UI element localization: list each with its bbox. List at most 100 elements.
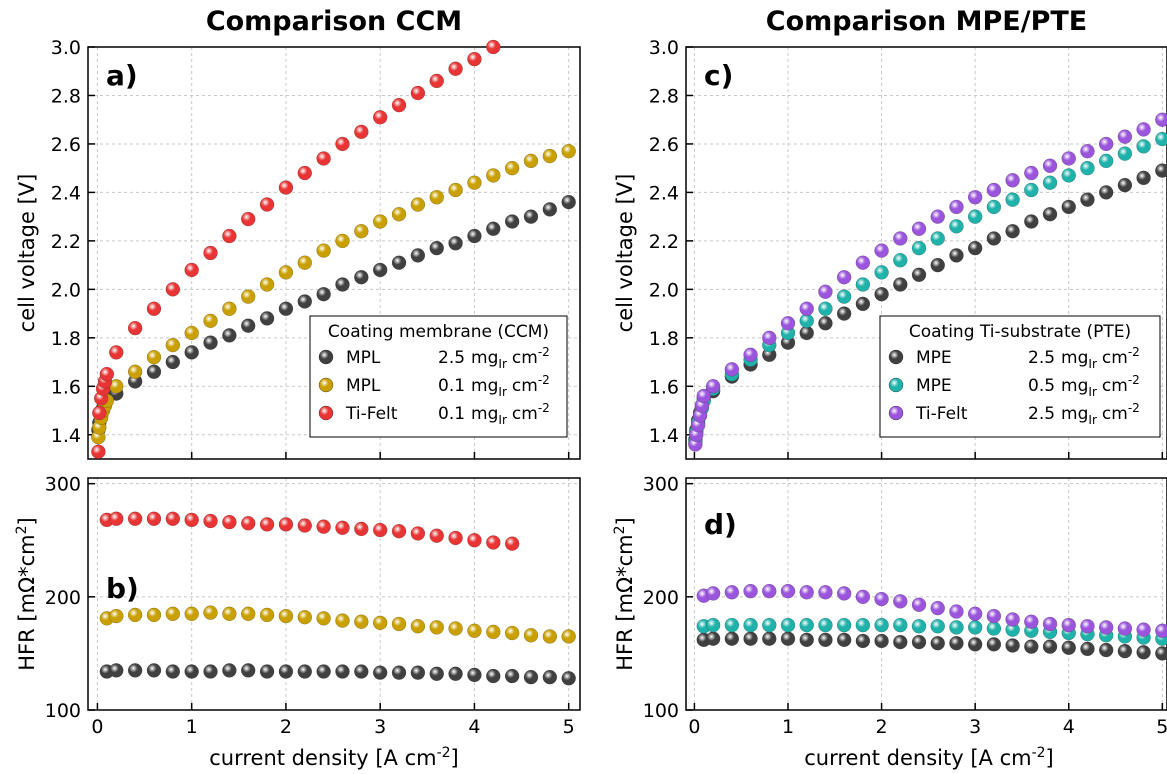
data-point (316, 243, 331, 258)
unit: cm (1102, 376, 1128, 396)
x-tick-label: 3 (969, 716, 981, 738)
y-tick-label: 2.6 (649, 134, 679, 156)
data-point (911, 619, 927, 634)
data-point (855, 277, 871, 292)
data-point (1005, 612, 1020, 627)
unit: mg (1061, 348, 1088, 368)
unit-sup: -2 (1128, 401, 1140, 415)
data-point (165, 282, 181, 297)
data-point (278, 608, 294, 624)
data-point (335, 277, 350, 292)
data-point (241, 606, 256, 622)
data-point (99, 366, 115, 382)
data-point (949, 199, 964, 215)
y-tick-label: 1.8 (51, 328, 81, 350)
legend-marker (888, 349, 904, 365)
x-tick-label: 5 (1156, 716, 1167, 738)
data-point (372, 522, 388, 538)
legend-loading: 0.5 mgIr cm-2 (1028, 373, 1140, 399)
legend-marker (318, 349, 334, 365)
unit-sup: -2 (1128, 373, 1140, 387)
data-point (448, 182, 463, 198)
data-point (542, 202, 558, 217)
data-point (874, 591, 889, 607)
data-point (1061, 151, 1076, 166)
unit: cm (1102, 404, 1128, 424)
data-point (949, 248, 964, 263)
chart-title: Comparison MPE/PTE (766, 6, 1087, 37)
data-point (391, 523, 407, 539)
loading: 0.1 (438, 376, 465, 396)
plot-frame (87, 477, 581, 711)
data-point (561, 629, 576, 644)
data-point (203, 513, 218, 529)
y-axis-label: cell voltage [V] (15, 174, 39, 333)
data-point (448, 61, 463, 77)
data-point (410, 85, 426, 101)
data-point (855, 617, 871, 633)
data-point (127, 663, 143, 678)
data-point (1061, 617, 1076, 633)
y-axis-label: HFR [mΩ*cm2] (14, 517, 39, 670)
data-point (486, 168, 501, 183)
data-point (127, 364, 143, 379)
data-point (1136, 139, 1151, 154)
label-part: ] (451, 746, 459, 770)
data-point (429, 666, 444, 681)
data-point (762, 330, 777, 346)
data-point (467, 175, 482, 190)
data-point (762, 617, 777, 633)
data-point (278, 265, 294, 280)
unit: cm (512, 348, 538, 368)
data-point (836, 270, 852, 285)
data-point (986, 231, 1002, 246)
unit: mg (471, 376, 498, 396)
data-point (1098, 136, 1114, 152)
data-point (780, 316, 796, 331)
data-point (836, 289, 852, 304)
unit: mg (1061, 376, 1088, 396)
data-point (259, 277, 275, 292)
label-part: ] (613, 517, 637, 525)
data-point (316, 611, 331, 626)
data-point (1024, 614, 1039, 629)
legend-name: MPL (346, 348, 381, 368)
data-point (523, 209, 539, 224)
y-tick-label: 3.0 (649, 37, 679, 59)
data-point (818, 632, 833, 648)
data-point (1117, 643, 1133, 659)
data-point (354, 664, 369, 679)
data-point (818, 585, 833, 600)
y-tick-label: 1.4 (649, 425, 679, 447)
data-point (467, 228, 482, 244)
data-point (949, 636, 964, 651)
data-point (893, 617, 908, 633)
data-point (855, 589, 871, 605)
data-point (486, 535, 501, 550)
data-point (241, 318, 256, 333)
data-point (504, 214, 520, 229)
data-point (799, 301, 814, 316)
data-point (967, 606, 983, 622)
data-point (241, 211, 256, 227)
data-point (335, 613, 350, 628)
data-point (743, 583, 758, 599)
data-point (146, 663, 162, 678)
data-point (696, 388, 711, 404)
data-point (523, 153, 539, 169)
data-point (372, 262, 388, 278)
data-point (911, 267, 927, 283)
data-point (297, 294, 312, 309)
data-point (1024, 165, 1039, 181)
data-point (146, 350, 162, 365)
data-point (467, 667, 482, 683)
legend-name: Ti-Felt (915, 404, 968, 424)
data-point (762, 631, 777, 646)
data-point (724, 617, 740, 633)
data-point (818, 617, 833, 633)
unit-sub: Ir (498, 413, 507, 427)
data-point (259, 607, 275, 623)
panel-label: d) (704, 508, 737, 541)
y-tick-label: 100 (45, 700, 81, 722)
data-point (1155, 646, 1167, 661)
